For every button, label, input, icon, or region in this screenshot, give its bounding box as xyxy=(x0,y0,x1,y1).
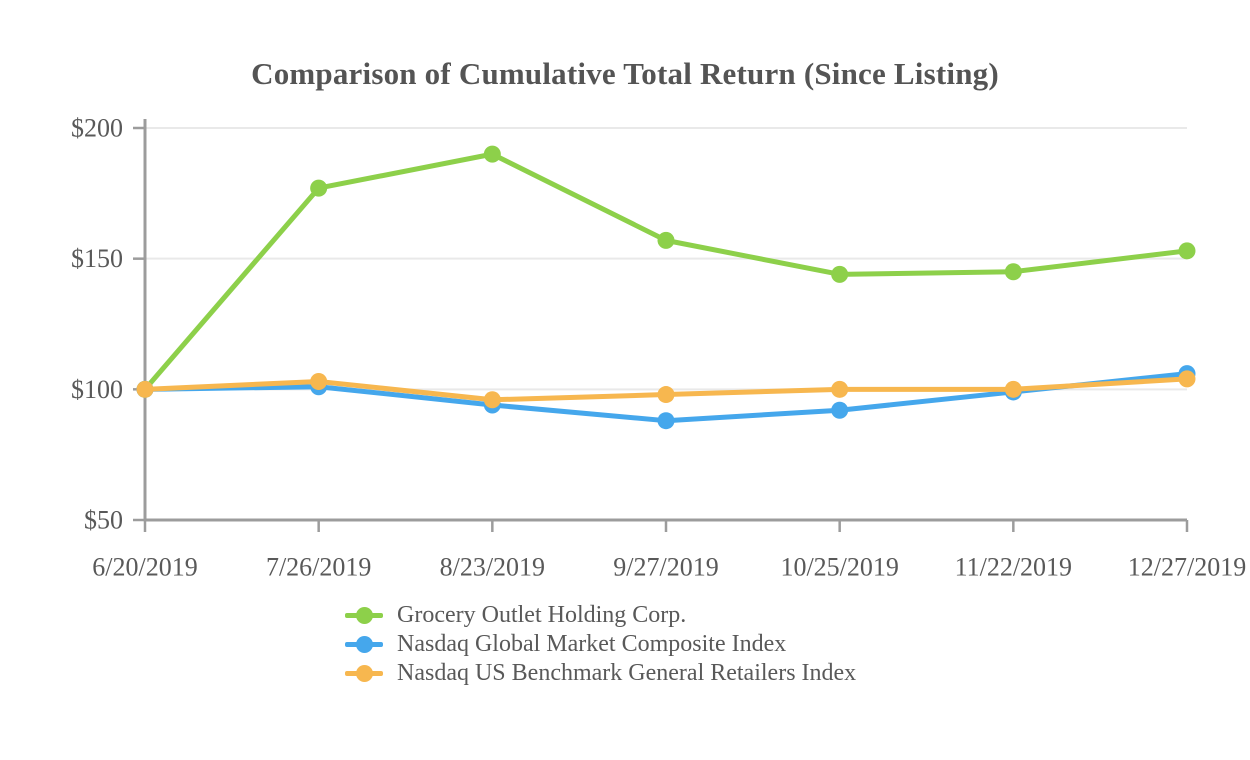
data-point xyxy=(831,401,849,419)
y-tick-label: $150 xyxy=(71,244,123,273)
x-tick-label: 11/22/2019 xyxy=(955,552,1072,580)
x-tick-label: 6/20/2019 xyxy=(92,552,197,580)
legend-marker-line-dot-icon xyxy=(345,665,383,682)
data-point xyxy=(1178,370,1196,388)
legend-dot-swatch xyxy=(355,636,373,653)
data-point xyxy=(310,372,328,390)
legend-label-nasdaq-retailers: Nasdaq US Benchmark General Retailers In… xyxy=(397,660,857,686)
legend-label-grocery-outlet: Grocery Outlet Holding Corp. xyxy=(397,602,687,628)
legend-item-nasdaq-retailers: Nasdaq US Benchmark General Retailers In… xyxy=(345,659,856,688)
x-tick-label: 7/26/2019 xyxy=(266,552,371,580)
chart-title: Comparison of Cumulative Total Return (S… xyxy=(251,56,999,91)
legend-marker-line-dot-icon xyxy=(345,636,383,653)
data-point xyxy=(1004,380,1022,398)
data-point xyxy=(1178,242,1196,260)
data-point xyxy=(310,179,328,197)
x-tick-label: 8/23/2019 xyxy=(440,552,545,580)
legend-item-nasdaq-composite: Nasdaq Global Market Composite Index xyxy=(345,630,856,659)
x-tick-label: 9/27/2019 xyxy=(613,552,718,580)
y-tick-label: $100 xyxy=(71,375,123,404)
data-point xyxy=(657,231,675,249)
y-tick-label: $50 xyxy=(84,506,123,535)
y-tick-label: $200 xyxy=(71,114,123,143)
cumulative-total-return-line-chart: $50 $100 $150 $200 6/20/2019 7/26/2019 8/23/20… xyxy=(71,114,1246,581)
legend-dot-swatch xyxy=(355,665,373,682)
chart-legend: Grocery Outlet Holding Corp. Nasdaq Glob… xyxy=(345,601,856,688)
x-tick-label: 12/27/2019 xyxy=(1128,552,1246,580)
legend-item-grocery-outlet: Grocery Outlet Holding Corp. xyxy=(345,601,856,630)
data-point xyxy=(1004,263,1022,281)
data-point xyxy=(483,145,501,163)
data-point xyxy=(657,412,675,430)
data-point xyxy=(483,391,501,409)
data-point xyxy=(831,380,849,398)
legend-label-nasdaq-composite: Nasdaq Global Market Composite Index xyxy=(397,631,787,657)
legend-dot-swatch xyxy=(355,607,373,624)
legend-marker-line-dot-icon xyxy=(345,607,383,624)
data-point xyxy=(136,380,154,398)
data-point xyxy=(831,265,849,283)
series-line xyxy=(142,151,1190,392)
x-tick-label: 10/25/2019 xyxy=(780,552,898,580)
data-point xyxy=(657,386,675,404)
